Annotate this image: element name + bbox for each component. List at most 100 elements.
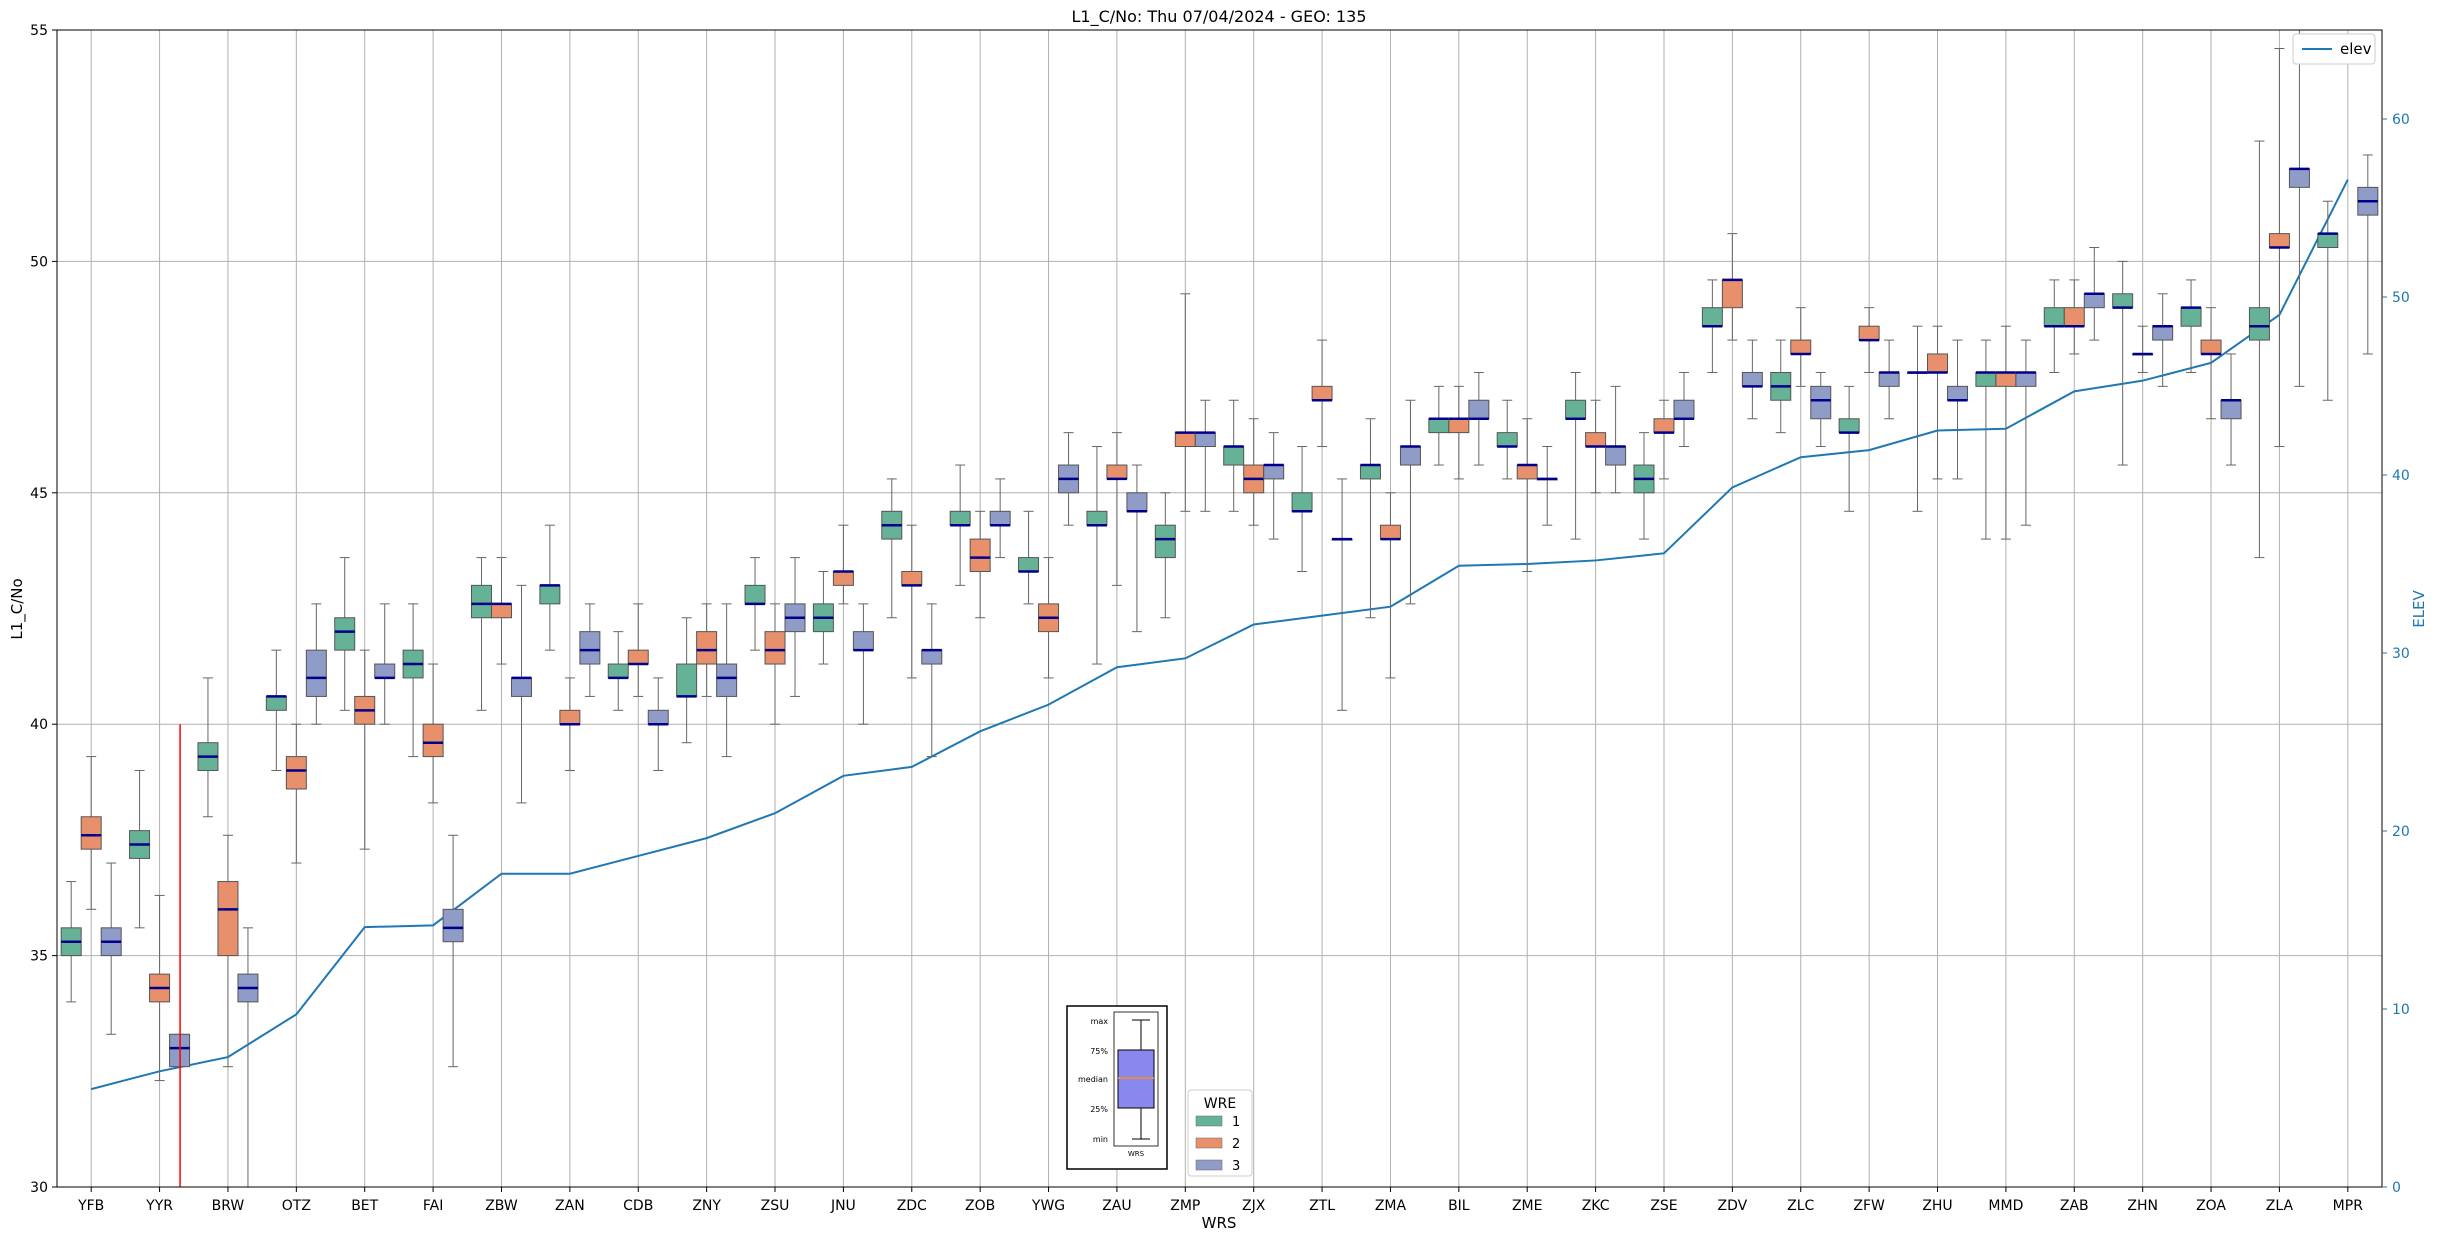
box bbox=[559, 709, 581, 725]
box bbox=[2220, 399, 2242, 420]
box bbox=[1701, 307, 1723, 327]
x-tick-label: MPR bbox=[2333, 1198, 2364, 1214]
x-tick-label: ZAN bbox=[555, 1198, 585, 1214]
box bbox=[1174, 432, 1196, 448]
box bbox=[2200, 339, 2222, 355]
box bbox=[1468, 399, 1490, 420]
y-tick-label: 30 bbox=[30, 1180, 48, 1196]
box bbox=[716, 663, 738, 697]
x-tick-label: CDB bbox=[623, 1198, 653, 1214]
box bbox=[217, 881, 239, 957]
box bbox=[1291, 492, 1313, 512]
box bbox=[696, 631, 718, 665]
box bbox=[305, 649, 327, 697]
box bbox=[1585, 432, 1607, 448]
wre-legend-label-1: 1 bbox=[1232, 1115, 1240, 1130]
x-tick-label: OTZ bbox=[282, 1198, 311, 1214]
box bbox=[969, 538, 991, 572]
box bbox=[2015, 371, 2037, 387]
elev-line bbox=[90, 179, 2349, 1091]
x-tick-label: ZTL bbox=[1309, 1198, 1335, 1214]
x-tick-label: FAI bbox=[423, 1198, 443, 1214]
x-tick-label: ZMA bbox=[1375, 1198, 1407, 1214]
x-tick-label: ZOA bbox=[2196, 1198, 2226, 1214]
box bbox=[1448, 418, 1470, 434]
box bbox=[1878, 371, 1900, 387]
box bbox=[2043, 307, 2065, 327]
y2-axis-label: ELEV bbox=[2410, 589, 2428, 627]
x-tick-label: ZLC bbox=[1787, 1198, 1814, 1214]
elev-legend: elev bbox=[2292, 33, 2376, 65]
x-tick-label: ZFW bbox=[1853, 1198, 1885, 1214]
box bbox=[1673, 399, 1695, 420]
y2-tick-label: 10 bbox=[2392, 1002, 2410, 1018]
box bbox=[334, 617, 356, 651]
box-series bbox=[60, 29, 2379, 1188]
wre-legend-title: WRE bbox=[1204, 1096, 1236, 1112]
box bbox=[1838, 418, 1860, 434]
box bbox=[1947, 385, 1969, 401]
y-tick-label: 55 bbox=[30, 23, 48, 39]
box bbox=[490, 603, 512, 619]
x-tick-label: ZBW bbox=[485, 1198, 518, 1214]
x-tick-label: ZOB bbox=[965, 1198, 995, 1214]
box bbox=[1126, 492, 1148, 512]
box bbox=[764, 631, 786, 665]
box bbox=[1741, 371, 1763, 387]
axes bbox=[56, 29, 2383, 1188]
box bbox=[1428, 418, 1450, 434]
x-tick-label: ZSU bbox=[761, 1198, 790, 1214]
key-caption: WRS bbox=[1128, 1150, 1145, 1158]
box bbox=[2180, 307, 2202, 327]
box bbox=[744, 584, 766, 605]
wre-legend-swatch-1 bbox=[1195, 1115, 1223, 1127]
box bbox=[1379, 524, 1401, 540]
box bbox=[539, 584, 561, 605]
box bbox=[921, 649, 943, 665]
key-label-median: median bbox=[1078, 1075, 1108, 1084]
box bbox=[2063, 307, 2085, 327]
box bbox=[647, 709, 669, 725]
box bbox=[1086, 510, 1108, 526]
box bbox=[265, 695, 287, 711]
key-label-75: 75% bbox=[1090, 1047, 1108, 1056]
x-tick-label: ZJX bbox=[1242, 1198, 1266, 1214]
x-tick-label: ZNY bbox=[692, 1198, 721, 1214]
box bbox=[374, 663, 396, 679]
box bbox=[1263, 464, 1285, 480]
series-3 bbox=[100, 29, 2379, 1188]
box bbox=[1721, 279, 1743, 309]
box bbox=[2112, 293, 2134, 309]
box bbox=[901, 570, 923, 586]
box bbox=[1359, 464, 1381, 480]
wre-legend-label-2: 2 bbox=[1232, 1137, 1240, 1152]
x-axis-label: WRS bbox=[1202, 1214, 1237, 1232]
wre-legend-label-3: 3 bbox=[1232, 1159, 1240, 1174]
box bbox=[2288, 168, 2310, 188]
x-tick-label: ZMP bbox=[1170, 1198, 1200, 1214]
x-tick-label: ZME bbox=[1512, 1198, 1543, 1214]
box bbox=[2248, 307, 2270, 341]
box bbox=[1223, 446, 1245, 466]
wre-legend: WRE 1 2 3 bbox=[1187, 1089, 1253, 1177]
box bbox=[1399, 446, 1421, 466]
box bbox=[832, 570, 854, 586]
series-2 bbox=[80, 48, 2290, 1082]
box bbox=[1194, 432, 1216, 448]
y-tick-label: 50 bbox=[30, 254, 48, 270]
x-tick-label: YYR bbox=[145, 1198, 173, 1214]
box bbox=[1565, 399, 1587, 420]
x-tick-label: ZHN bbox=[2127, 1198, 2158, 1214]
box bbox=[2268, 233, 2290, 249]
box bbox=[1018, 557, 1040, 572]
plot-frame bbox=[56, 29, 2383, 1188]
x-tick-label: ZAB bbox=[2060, 1198, 2089, 1214]
box bbox=[676, 663, 698, 697]
box bbox=[1605, 446, 1627, 466]
wre-legend-swatch-3 bbox=[1195, 1159, 1223, 1171]
box bbox=[422, 723, 444, 758]
x-tick-label: BRW bbox=[212, 1198, 245, 1214]
box bbox=[949, 510, 971, 526]
box bbox=[1516, 464, 1538, 480]
y2-tick-label: 40 bbox=[2392, 468, 2410, 484]
